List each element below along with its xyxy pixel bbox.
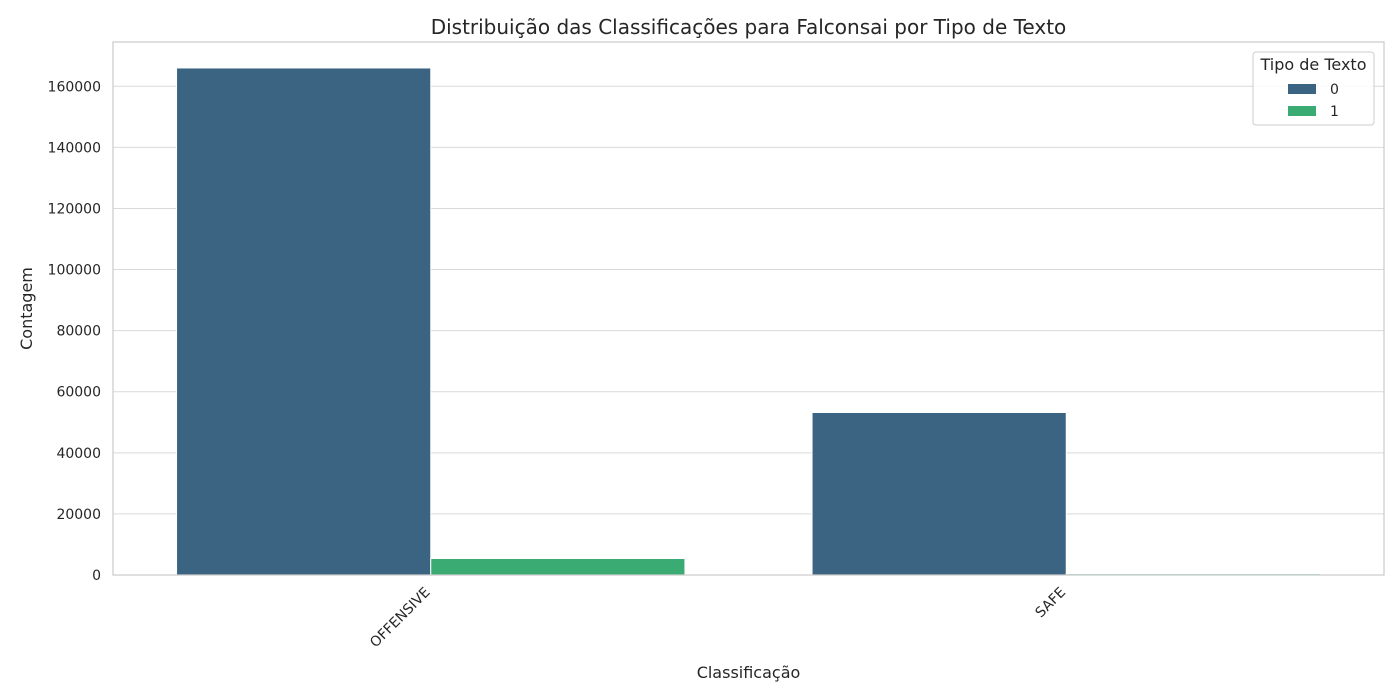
y-tick-label: 20000 (56, 507, 101, 523)
bar-offensive-series-0 (176, 67, 432, 576)
bar-offensive-series-1 (430, 558, 686, 576)
y-tick-label: 60000 (56, 385, 101, 401)
plot-frame (112, 41, 1385, 576)
y-tick-label: 80000 (56, 324, 101, 340)
chart-title: Distribuição das Classificações para Fal… (431, 15, 1067, 39)
bars (176, 67, 1321, 576)
y-tick-label: 120000 (48, 201, 101, 217)
legend-swatch-0 (1288, 84, 1316, 94)
y-tick-label: 0 (92, 568, 101, 584)
y-axis-label: Contagem (17, 267, 36, 350)
x-axis-label: Classificação (697, 663, 801, 682)
legend-items: 01 (1288, 82, 1339, 120)
legend-label-1: 1 (1330, 104, 1339, 120)
bar-safe-series-0 (811, 412, 1067, 576)
y-tick-label: 160000 (48, 79, 101, 95)
legend-swatch-1 (1288, 106, 1316, 116)
y-tick-label: 140000 (48, 140, 101, 156)
legend-label-0: 0 (1330, 82, 1339, 98)
legend-title: Tipo de Texto (1260, 55, 1367, 74)
y-ticks: 0 20000 40000 60000 80000 100000 120000 140000 1… (48, 79, 101, 584)
legend: Tipo de Texto 01 (1252, 51, 1375, 126)
y-tick-label: 40000 (56, 446, 101, 462)
y-tick-label: 100000 (48, 263, 101, 279)
